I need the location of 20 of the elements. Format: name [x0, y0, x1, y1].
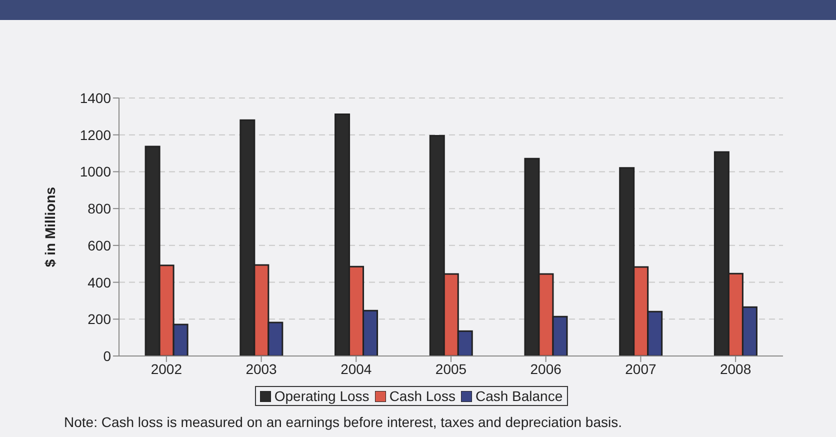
x-tick-label: 2005 [435, 360, 467, 377]
y-tick-label: 1000 [80, 164, 112, 180]
x-tick-label: 2008 [720, 360, 752, 377]
legend-label: Operating Loss [274, 388, 370, 404]
y-axis-title: $ in Millions [42, 186, 58, 268]
x-tick-label: 2003 [246, 360, 278, 377]
text: Note: Cash loss is measured on an earnings before interest, taxes and depreciation basis. [64, 414, 622, 430]
x-tick-label: 2002 [150, 360, 182, 377]
y-tick-label: 1200 [80, 126, 112, 143]
x-tick-label: 2007 [625, 360, 656, 377]
x-tick-label: 2004 [340, 360, 372, 377]
y-tick-label: 600 [88, 237, 112, 254]
legend-label: Cash Balance [475, 388, 563, 404]
y-tick-label: 1400 [80, 90, 112, 106]
y-tick-label: 200 [88, 311, 112, 328]
legend-label: Cash Loss [389, 388, 456, 404]
x-tick-label: 2006 [530, 360, 562, 377]
y-tick-label: 800 [88, 200, 112, 217]
y-tick-label: 400 [88, 274, 112, 290]
y-tick-label: 0 [103, 348, 112, 364]
